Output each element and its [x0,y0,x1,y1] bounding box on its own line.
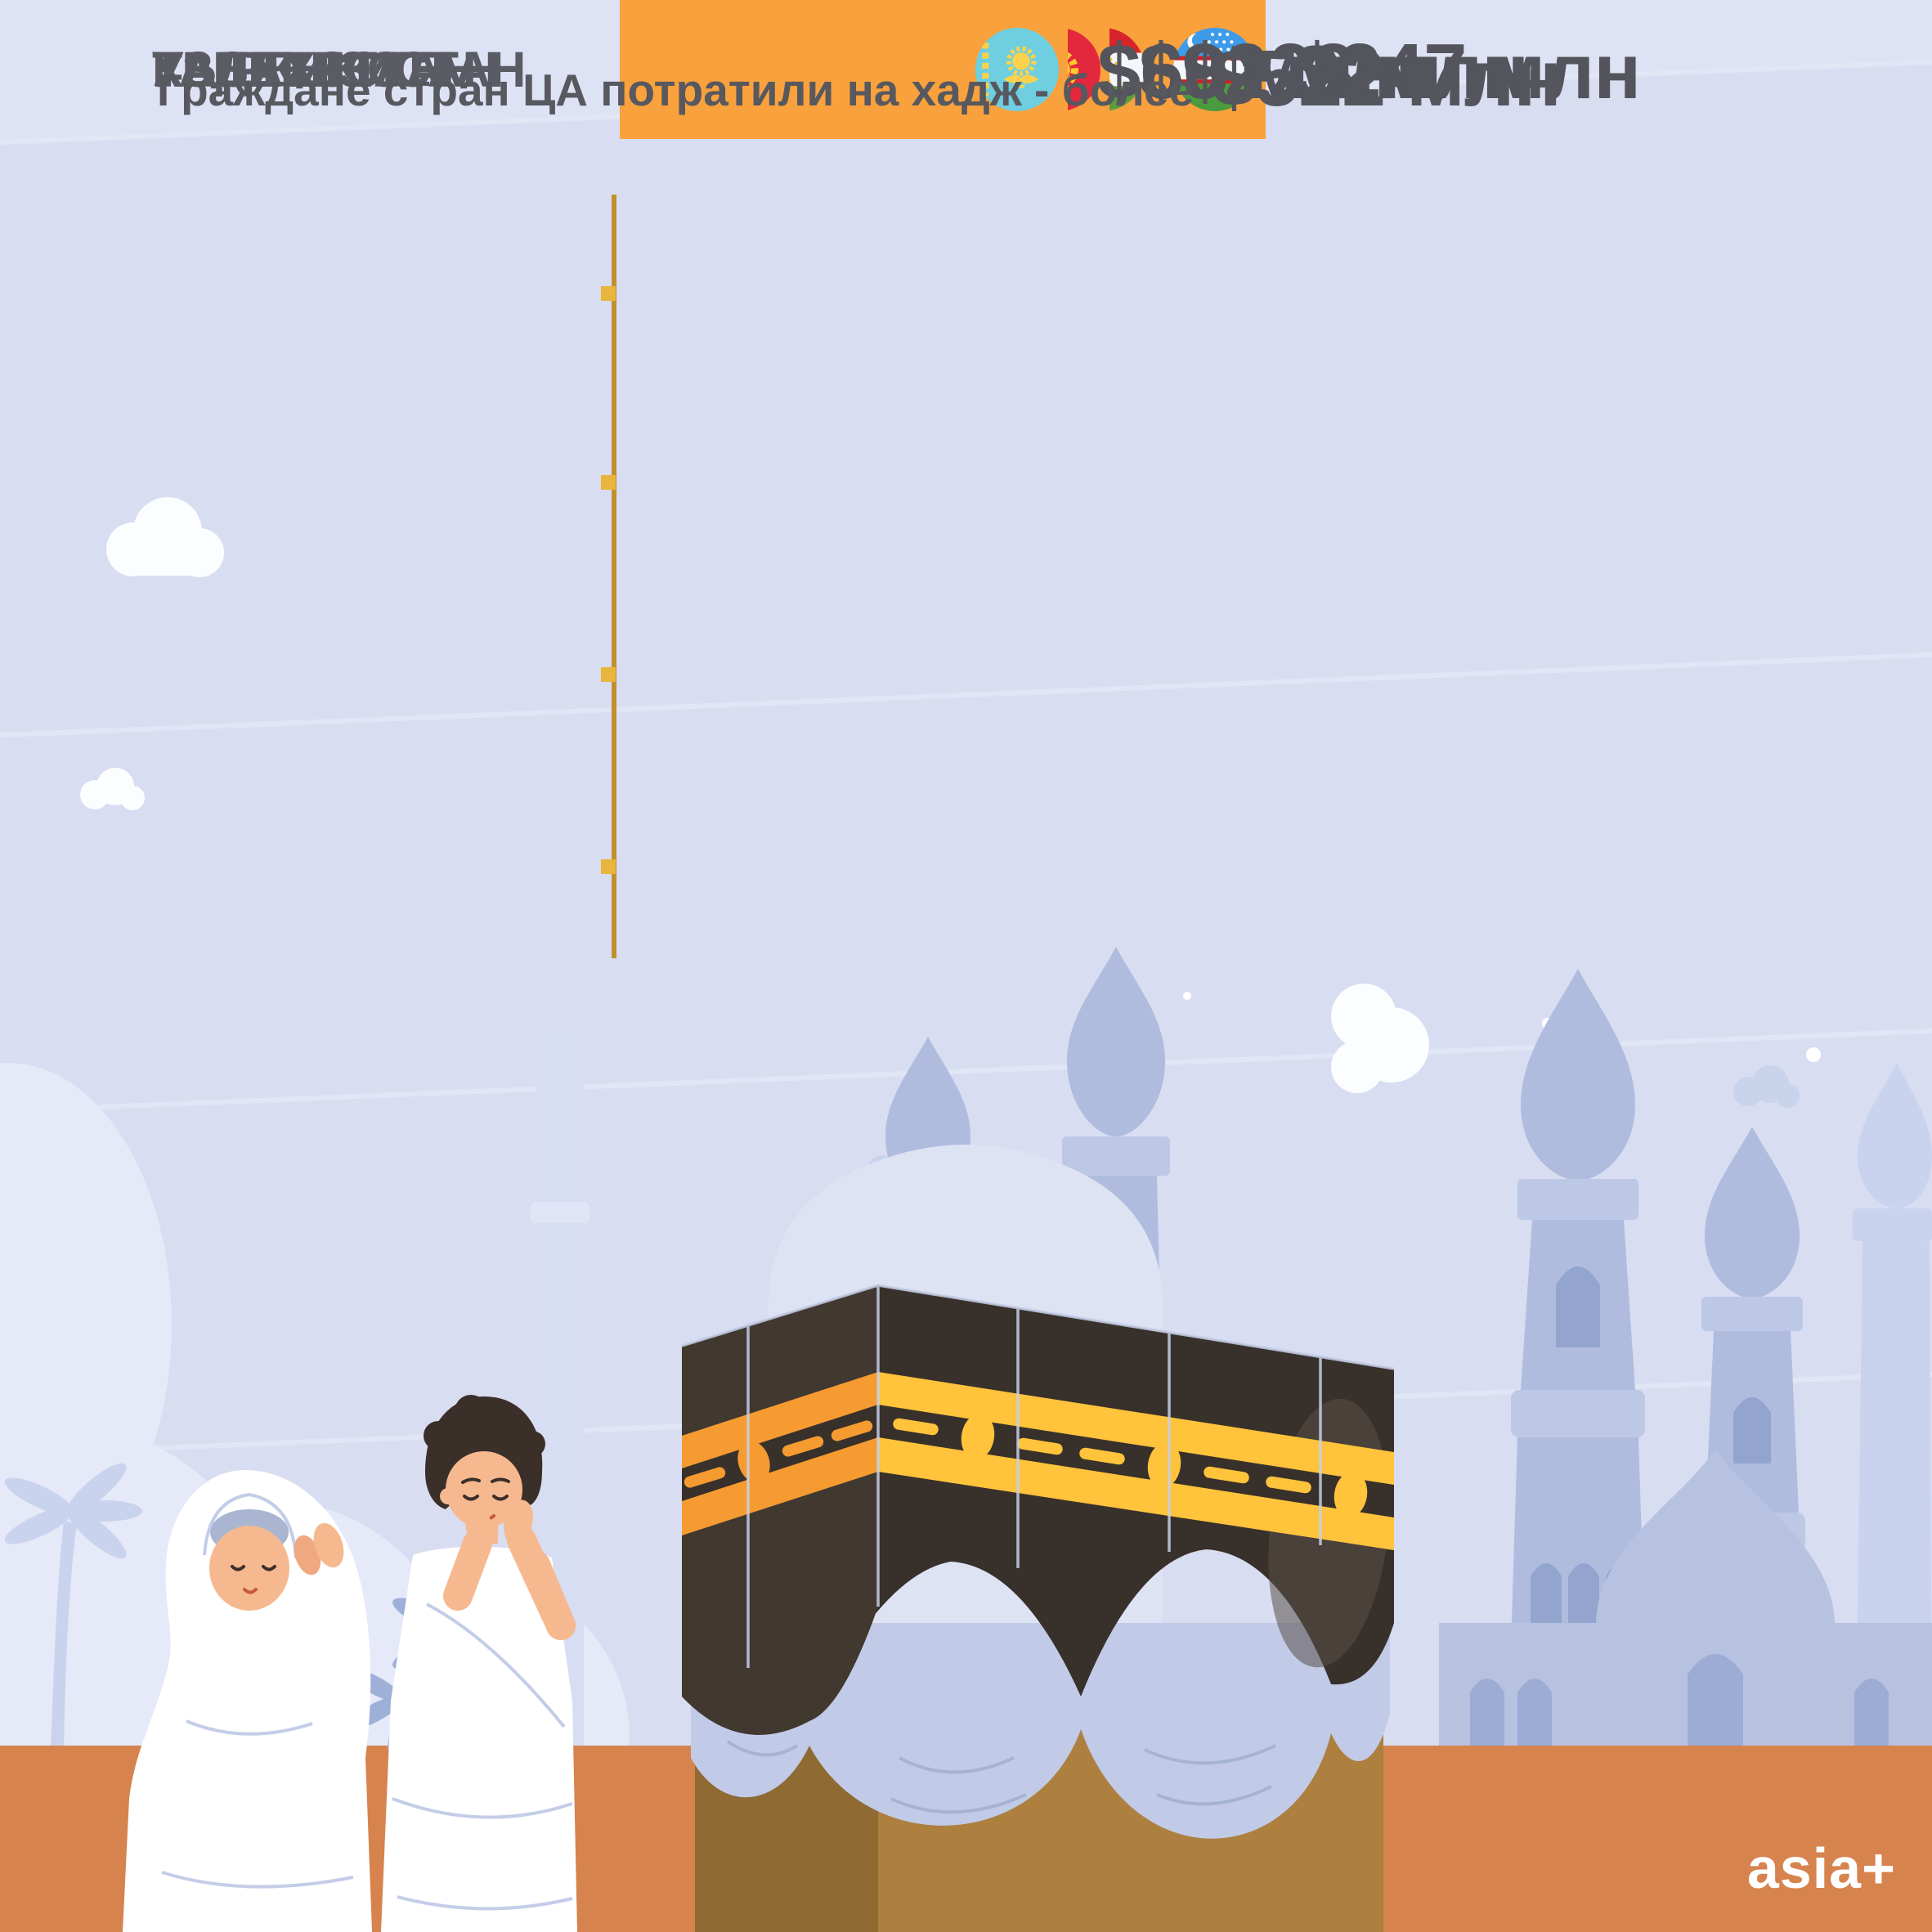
kaaba-cords [681,1284,1395,1668]
uzbekistan-flag-icon [1173,28,1257,111]
axis-tick [601,286,616,301]
cloud-icon [80,497,1429,1093]
bar-value-tajikistan: $123 млн [1183,28,1529,115]
kaaba-band-pattern [684,1420,873,1488]
bar-value-kyrgyzstan: $92 млн [1139,28,1442,115]
mosque-icon [1439,1449,1932,1750]
y-axis-line [612,195,616,958]
bar-label-kyrgyzstan: КЫРГЫЗСТАН [152,42,499,97]
axis-tick [601,475,616,490]
bar-label-uzbekistan: УЗБЕКИСТАН [152,42,477,97]
bar-kazakhstan [620,0,1068,139]
light-palm-icon [4,1463,142,1750]
brand-logo: asia+ [1746,1836,1896,1900]
bar-value-uzbekistan: $247 млн [1295,28,1641,115]
bar-value-kazakhstan: $60 млн [1097,28,1401,115]
axis-tick [601,667,616,682]
pale-minaret [1853,1063,1932,1750]
curtain-folds [726,1740,1276,1814]
axis-tick [601,859,616,874]
chart-title-text: Граждане стран ЦА потратили на хадж - бо… [157,65,1195,115]
bar-chart: УЗБЕКИСТАН [0,0,1932,958]
kaaba-illustration [681,1284,1395,1932]
kazakhstan-flag-icon [975,28,1059,111]
bar-label-tajikistan: ТАДЖИКИСТАН [152,42,526,97]
pilgrim-man [381,1395,577,1932]
pilgrim-woman [123,1470,372,1932]
kaaba-band-pattern [893,1414,1368,1517]
chart-title: Граждане стран ЦА потратили на хадж - бо… [157,33,1562,124]
chart-title-total: $522 млн [1212,34,1562,123]
bar-label-kazakhstan: КАЗАХСТАН [152,42,445,97]
bar-row: КАЗАХСТАН $60 млн [0,0,1932,139]
